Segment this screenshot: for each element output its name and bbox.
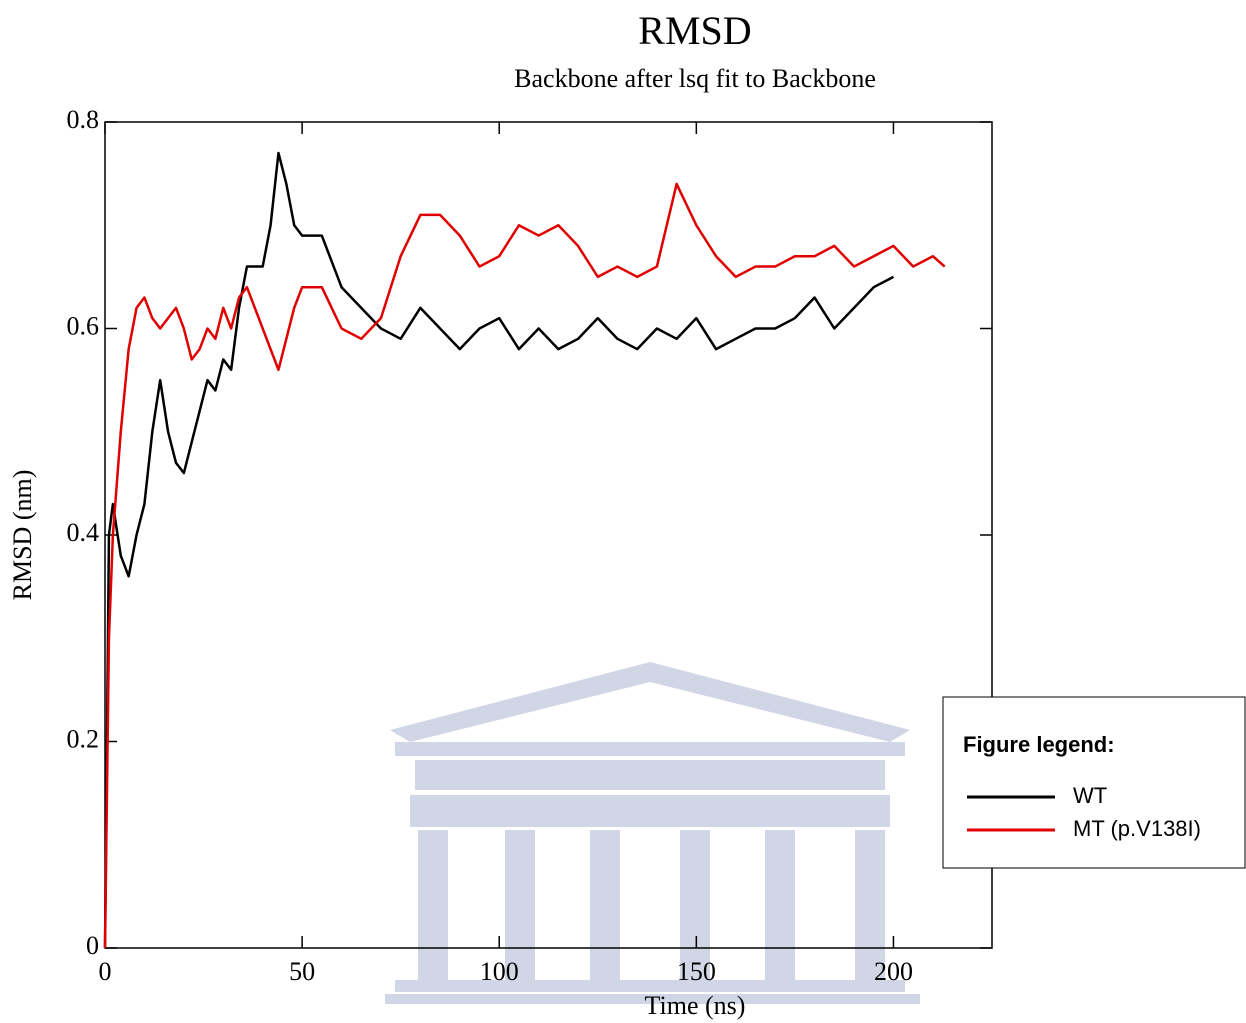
y-tick-label: 0.2 (67, 724, 100, 753)
x-tick-label: 100 (480, 957, 519, 986)
x-tick-label: 150 (677, 957, 716, 986)
legend-title: Figure legend: (963, 732, 1115, 757)
watermark (385, 662, 920, 1004)
chart-title: RMSD (638, 8, 751, 53)
chart-subtitle: Backbone after lsq fit to Backbone (514, 64, 876, 93)
legend-label: WT (1073, 783, 1107, 808)
data-line (105, 153, 893, 948)
y-tick-label: 0.6 (67, 311, 100, 340)
y-tick-label: 0.4 (67, 518, 100, 547)
chart: RMSD Backbone after lsq fit to Backbone … (0, 0, 1246, 1023)
legend: Figure legend: WT MT (p.V138I) (943, 697, 1245, 868)
x-tick-label: 200 (874, 957, 913, 986)
y-axis-label: RMSD (nm) (8, 470, 37, 601)
x-tick-label: 0 (99, 957, 112, 986)
x-axis-label: Time (ns) (645, 991, 746, 1020)
legend-label: MT (p.V138I) (1073, 816, 1201, 841)
y-tick-label: 0 (86, 931, 99, 960)
x-tick-label: 50 (289, 957, 315, 986)
y-tick-label: 0.8 (67, 105, 100, 134)
